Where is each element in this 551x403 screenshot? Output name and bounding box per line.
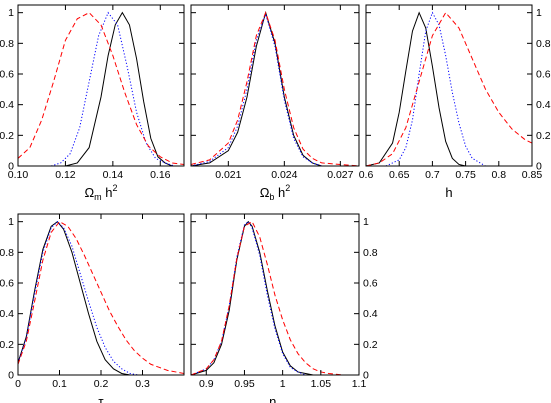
x-axis-label: ns	[269, 394, 281, 403]
y-tick-label: 0.2	[536, 130, 551, 142]
y-tick-label: 0.2	[363, 339, 378, 351]
x-tick-label: 0.9	[199, 378, 214, 390]
x-tick-label: 1.1	[352, 378, 367, 390]
x-axis-label: Ωm h2	[84, 183, 117, 202]
x-tick-label: 1.05	[311, 378, 332, 390]
series-dashed	[191, 220, 359, 375]
series-dotted	[51, 11, 184, 166]
series-solid	[191, 10, 359, 166]
series-dotted	[18, 220, 184, 375]
y-tick-label: 0	[363, 370, 369, 382]
y-tick-label: 0.4	[363, 308, 378, 320]
x-tick-label: 0.95	[234, 378, 255, 390]
panel-4: 0 0.1 0.2 0.3 0 0.2 0.4 0.6 0.8 1 τ	[0, 213, 185, 403]
y-tick-label: 0.6	[0, 69, 14, 81]
series-dashed	[191, 11, 359, 166]
series-solid	[191, 220, 359, 375]
panel-3: 0.6 0.65 0.7 0.75 0.8 0.850 0.2 0.4 0.6 0.8 1 h	[359, 4, 551, 200]
x-tick-label: 0.8	[491, 169, 506, 181]
y-tick-label: 1	[8, 216, 14, 228]
plot-frame	[17, 4, 185, 167]
x-axis-label: Ωb h2	[260, 183, 291, 202]
y-tick-label: 0.8	[536, 38, 551, 50]
y-tick-label: 0.8	[0, 247, 14, 259]
x-tick-label: 0.3	[135, 378, 150, 390]
x-tick-label: 0.65	[389, 169, 410, 181]
x-tick-label: 0.16	[150, 169, 171, 181]
series-dotted	[191, 220, 359, 375]
panel-1: 0.10 0.12 0.14 0.16 0 0.2 0.4 0.6 0.8 1 Ωm h2	[0, 4, 185, 202]
x-tick-label: 0.027	[327, 169, 353, 181]
x-tick-label: 1	[280, 378, 286, 390]
series-solid	[65, 11, 184, 166]
x-tick-label: 0.85	[522, 169, 543, 181]
y-tick-label: 0.4	[536, 99, 551, 111]
y-tick-label: 0	[8, 161, 14, 173]
x-tick-label: 0	[15, 378, 21, 390]
y-tick-label: 1	[363, 216, 369, 228]
series-solid	[18, 220, 184, 375]
y-tick-label: 0.2	[0, 130, 14, 142]
panel-5: 0.9 0.95 1 1.05 1.10 0.2 0.4 0.6 0.8 1 ns	[190, 213, 378, 403]
plot-frame	[190, 4, 360, 167]
y-tick-label: 0.6	[536, 69, 551, 81]
y-tick-label: 0	[536, 161, 542, 173]
x-axis-label: τ	[98, 394, 104, 403]
y-tick-label: 0.8	[0, 38, 14, 50]
x-axis-label: h	[445, 185, 452, 200]
series-dashed	[18, 12, 184, 165]
x-tick-label: 0.021	[215, 169, 241, 181]
y-tick-label: 0.2	[0, 339, 14, 351]
y-tick-label: 0.4	[0, 308, 14, 320]
y-tick-label: 1	[8, 7, 14, 19]
y-tick-label: 0	[8, 370, 14, 382]
y-tick-label: 0.6	[0, 278, 14, 290]
y-tick-label: 1	[536, 7, 542, 19]
series-dotted	[191, 12, 359, 166]
x-tick-label: 0.10	[8, 169, 29, 181]
x-tick-label: 0.7	[425, 169, 440, 181]
series-dashed	[366, 11, 532, 166]
series-dashed	[18, 221, 184, 374]
x-tick-label: 0.2	[94, 378, 109, 390]
x-tick-label: 0.12	[55, 169, 76, 181]
x-tick-label: 0.024	[271, 169, 297, 181]
x-tick-label: 0.1	[52, 378, 67, 390]
x-tick-label: 0.6	[359, 169, 374, 181]
panel-2: 0.021 0.024 0.027 Ωb h2	[190, 4, 360, 202]
series-dotted	[385, 11, 532, 166]
x-tick-label: 0.75	[455, 169, 476, 181]
plot-frame	[190, 213, 360, 376]
y-tick-label: 0.6	[363, 278, 378, 290]
series-solid	[366, 11, 532, 166]
plot-frame	[365, 4, 533, 167]
x-tick-label: 0.14	[103, 169, 124, 181]
y-tick-label: 0.8	[363, 247, 378, 259]
y-tick-label: 0.4	[0, 99, 14, 111]
